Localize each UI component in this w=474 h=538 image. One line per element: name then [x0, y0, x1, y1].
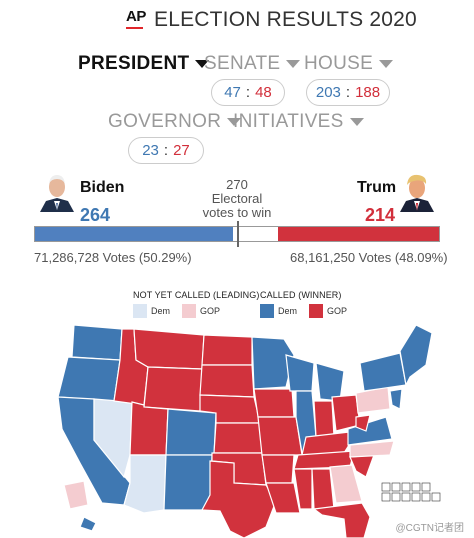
legend-swatch-gop-leading [182, 304, 197, 318]
triangle-down-icon [286, 60, 301, 68]
governor-dem-count: 23 [142, 142, 159, 159]
state-mississippi [293, 468, 313, 510]
state-iowa [253, 388, 295, 418]
trump-portrait-icon [396, 170, 438, 212]
state-kansas [213, 422, 263, 454]
triangle-down-icon [379, 60, 394, 68]
state-missouri [257, 416, 303, 456]
count-separator: : [163, 142, 169, 159]
tab-senate-label: SENATE [204, 53, 281, 74]
state-south-dakota [199, 364, 255, 398]
senate-dem-count: 47 [224, 84, 241, 101]
gop-candidate-name: Trump [357, 179, 406, 196]
state-arizona [123, 454, 167, 514]
state-washington [71, 324, 123, 361]
legend-called-title: CALLED (WINNER) [260, 290, 342, 300]
count-separator: : [345, 84, 351, 101]
triangle-down-icon [195, 60, 210, 68]
ap-logo-text: AP [126, 8, 146, 25]
state-new-york [359, 352, 407, 392]
dem-electoral-votes: 264 [80, 205, 111, 225]
electoral-threshold-line1: Electoral [211, 191, 263, 206]
electoral-bar-gop [278, 227, 439, 241]
legend-label-dem-leading: Dem [151, 306, 171, 316]
governor-count-pill: 23 : 27 [128, 137, 204, 164]
state-utah [129, 401, 169, 456]
electoral-vote-bar [34, 221, 440, 247]
electoral-bar-dem [35, 227, 234, 241]
tab-president[interactable]: PRESIDENT [78, 53, 210, 75]
small-states-grid [381, 482, 441, 502]
tab-house[interactable]: HOUSE [304, 53, 394, 75]
count-separator: : [245, 84, 251, 101]
state-wisconsin [285, 354, 315, 392]
legend-label-gop-called: GOP [327, 306, 348, 316]
state-north-carolina [349, 440, 395, 458]
senate-gop-count: 48 [255, 84, 272, 101]
electoral-threshold-label: 270 Electoral votes to win [197, 178, 277, 220]
legend-label-dem-called: Dem [278, 306, 298, 316]
senate-count-pill: 47 : 48 [211, 79, 285, 106]
us-results-map[interactable] [44, 305, 444, 538]
state-hawaii [79, 516, 97, 532]
state-colorado [165, 408, 217, 456]
state-arkansas [261, 454, 295, 484]
legend-not-called-title: NOT YET CALLED (LEADING) [133, 290, 260, 300]
state-florida [312, 502, 371, 538]
state-michigan [315, 362, 345, 402]
tab-house-label: HOUSE [304, 53, 374, 74]
legend-label-gop-leading: GOP [200, 306, 221, 316]
state-montana [133, 328, 205, 370]
legend-swatch-gop-called [309, 304, 324, 318]
legend-not-called: Dem GOP [133, 304, 220, 318]
state-alabama [311, 468, 335, 510]
house-count-pill: 203 : 188 [306, 79, 390, 106]
state-virginia [347, 416, 393, 446]
biden-portrait-icon [36, 170, 78, 212]
dem-popular-vote: 71,286,728 Votes (50.29%) [34, 250, 192, 265]
state-louisiana [265, 482, 301, 514]
ap-logo-bar [126, 27, 143, 29]
state-texas [201, 460, 277, 538]
state-alaska [63, 480, 89, 510]
state-georgia [329, 464, 363, 504]
legend-swatch-dem-called [260, 304, 274, 318]
electoral-threshold-marker [237, 221, 239, 247]
app-header: AP ELECTION RESULTS 2020 [0, 0, 474, 40]
house-gop-count: 188 [355, 84, 381, 101]
state-west-virginia [355, 414, 371, 432]
triangle-down-icon [227, 118, 242, 126]
state-wyoming [143, 366, 203, 412]
watermark: @CGTN记者团 [395, 523, 464, 534]
legend-swatch-dem-leading [133, 304, 147, 318]
gop-popular-vote: 68,161,250 Votes (48.09%) [290, 250, 448, 265]
state-new-england [399, 324, 433, 387]
state-new-jersey [389, 388, 403, 410]
tab-president-label: PRESIDENT [78, 53, 190, 74]
tab-senate[interactable]: SENATE [204, 53, 301, 75]
electoral-threshold-line2: votes to win [202, 205, 272, 220]
tab-initiatives[interactable]: INITIATIVES [233, 111, 364, 133]
state-indiana [313, 400, 335, 438]
ap-logo: AP [126, 8, 146, 30]
tab-governor[interactable]: GOVERNOR [108, 111, 242, 133]
state-new-mexico [163, 454, 213, 511]
state-pennsylvania [355, 386, 391, 414]
house-dem-count: 203 [315, 84, 341, 101]
page-title: ELECTION RESULTS 2020 [154, 8, 417, 31]
gop-electoral-votes: 214 [365, 205, 396, 225]
tab-governor-label: GOVERNOR [108, 111, 222, 132]
tab-initiatives-label: INITIATIVES [233, 111, 344, 132]
dem-candidate-name: Biden [80, 179, 125, 196]
state-north-dakota [201, 334, 253, 366]
triangle-down-icon [349, 118, 364, 126]
state-oregon [57, 356, 121, 402]
electoral-threshold-number: 270 [226, 177, 248, 192]
legend-called: Dem GOP [260, 304, 347, 318]
governor-gop-count: 27 [173, 142, 190, 159]
